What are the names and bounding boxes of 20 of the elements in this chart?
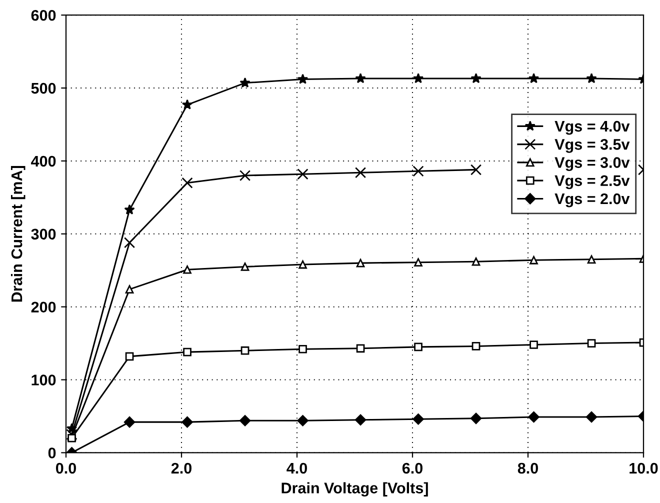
x-tick-label: 6.0: [402, 462, 422, 474]
legend-label: Vgs = 2.5v: [554, 175, 630, 190]
legend-label: Vgs = 3.0v: [554, 157, 630, 172]
y-tick-label: 100: [32, 374, 56, 386]
y-tick-label: 500: [31, 82, 56, 94]
x-tick-label: 4.0: [286, 462, 307, 474]
y-tick-label: 300: [31, 228, 56, 240]
y-axis-title: Drain Current [mA]: [10, 166, 26, 302]
y-tick-label: 600: [31, 10, 56, 21]
legend-label: Vgs = 4.0v: [554, 120, 630, 135]
y-tick-label: 400: [31, 156, 56, 167]
y-tick-label: 0: [48, 448, 56, 458]
x-tick-label: 8.0: [518, 462, 538, 474]
legend-label: Vgs = 2.0v: [554, 193, 630, 208]
x-tick-label: 2.0: [171, 462, 192, 474]
x-tick-label: 0.0: [56, 462, 76, 474]
y-tick-label: 200: [31, 302, 56, 313]
legend-label: Vgs = 3.5v: [554, 139, 630, 153]
x-tick-label: 10.0: [630, 462, 658, 474]
x-axis-title: Drain Voltage [Volts]: [282, 482, 428, 497]
